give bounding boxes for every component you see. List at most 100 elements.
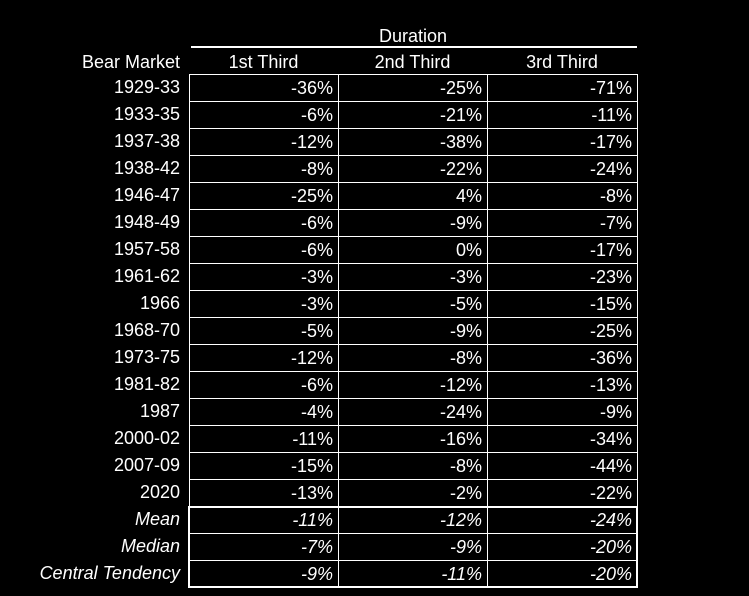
table-row: -6% -12% -13%: [189, 371, 638, 399]
row-label: 1948-49: [113, 212, 180, 232]
table-row: -25% 4% -8%: [189, 182, 638, 210]
row-label: Median: [120, 536, 180, 556]
value-cell: 4%: [338, 182, 488, 210]
value-cell: -11%: [189, 425, 339, 453]
value-cell: -36%: [487, 344, 638, 372]
value-cell: -3%: [189, 263, 339, 291]
value-cell: -6%: [189, 101, 339, 129]
table-row: -12% -8% -36%: [189, 344, 638, 372]
value-cell: -71%: [487, 74, 638, 102]
value-cell: -12%: [189, 344, 339, 372]
table-row: -15% -8% -44%: [189, 452, 638, 480]
table-row: -13% -2% -22%: [189, 479, 638, 507]
value-cell: -16%: [338, 425, 488, 453]
value-cell: -9%: [338, 209, 488, 237]
value-cell: -6%: [189, 209, 339, 237]
row-labels: 1929-33 1933-35 1937-38 1938-42 1946-47 1948-…: [0, 74, 180, 587]
value-cell: -12%: [338, 506, 488, 534]
value-cell: -9%: [487, 398, 638, 426]
row-label: Mean: [134, 509, 180, 529]
row-label: 2020: [139, 482, 180, 502]
col-header-3rd-third: 3rd Third: [526, 52, 598, 72]
row-label: Central Tendency: [39, 563, 180, 583]
col-header-1st-third: 1st Third: [228, 52, 299, 72]
value-cell: -5%: [189, 317, 339, 345]
value-cell: -17%: [487, 236, 638, 264]
row-label: 1968-70: [113, 320, 180, 340]
value-cell: -21%: [338, 101, 488, 129]
value-cell: -9%: [338, 533, 488, 561]
table-row: -4% -24% -9%: [189, 398, 638, 426]
value-cell: -8%: [189, 155, 339, 183]
summary-row: -9% -11% -20%: [189, 560, 638, 588]
value-cell: -12%: [338, 371, 488, 399]
table-row: -6% -9% -7%: [189, 209, 638, 237]
row-label: 2007-09: [113, 455, 180, 475]
value-cell: -9%: [338, 317, 488, 345]
row-label: 1933-35: [113, 104, 180, 124]
value-cell: -36%: [189, 74, 339, 102]
row-label: 1966: [139, 293, 180, 313]
value-cell: -24%: [487, 155, 638, 183]
value-cell: -6%: [189, 236, 339, 264]
value-cell: -34%: [487, 425, 638, 453]
col-header-2nd-third: 2nd Third: [374, 52, 451, 72]
value-cell: -25%: [487, 317, 638, 345]
value-cell: 0%: [338, 236, 488, 264]
duration-underline: [191, 46, 637, 48]
table-row: -6% 0% -17%: [189, 236, 638, 264]
bear-market-header: Bear Market: [81, 52, 180, 72]
row-label: 2000-02: [113, 428, 180, 448]
value-cell: -8%: [338, 452, 488, 480]
duration-header: Duration: [378, 26, 448, 46]
table-row: -6% -21% -11%: [189, 101, 638, 129]
table-row: -12% -38% -17%: [189, 128, 638, 156]
value-cell: -23%: [487, 263, 638, 291]
value-cell: -4%: [189, 398, 339, 426]
value-cell: -25%: [189, 182, 339, 210]
value-cell: -13%: [189, 479, 339, 507]
summary-row: -11% -12% -24%: [189, 506, 638, 534]
value-cell: -25%: [338, 74, 488, 102]
table-row: -11% -16% -34%: [189, 425, 638, 453]
summary-row: -7% -9% -20%: [189, 533, 638, 561]
value-cell: -17%: [487, 128, 638, 156]
value-cell: -20%: [487, 533, 638, 561]
row-label: 1981-82: [113, 374, 180, 394]
table-row: -8% -22% -24%: [189, 155, 638, 183]
row-label: 1937-38: [113, 131, 180, 151]
value-cell: -22%: [338, 155, 488, 183]
value-cell: -5%: [338, 290, 488, 318]
data-grid: -36% -25% -71% -6% -21% -11% -12% -38% -17% -8% -2…: [189, 74, 638, 588]
value-cell: -11%: [189, 506, 339, 534]
value-cell: -2%: [338, 479, 488, 507]
row-label: 1973-75: [113, 347, 180, 367]
value-cell: -20%: [487, 560, 638, 588]
value-cell: -38%: [338, 128, 488, 156]
table-row: -3% -5% -15%: [189, 290, 638, 318]
row-label: 1961-62: [113, 266, 180, 286]
value-cell: -11%: [338, 560, 488, 588]
value-cell: -3%: [189, 290, 339, 318]
table-row: -36% -25% -71%: [189, 74, 638, 102]
value-cell: -12%: [189, 128, 339, 156]
value-cell: -3%: [338, 263, 488, 291]
value-cell: -15%: [487, 290, 638, 318]
value-cell: -24%: [338, 398, 488, 426]
value-cell: -13%: [487, 371, 638, 399]
table-row: -5% -9% -25%: [189, 317, 638, 345]
value-cell: -44%: [487, 452, 638, 480]
value-cell: -7%: [487, 209, 638, 237]
table-row: -3% -3% -23%: [189, 263, 638, 291]
value-cell: -7%: [189, 533, 339, 561]
value-cell: -11%: [487, 101, 638, 129]
value-cell: -22%: [487, 479, 638, 507]
value-cell: -8%: [338, 344, 488, 372]
row-label: 1957-58: [113, 239, 180, 259]
value-cell: -24%: [487, 506, 638, 534]
value-cell: -6%: [189, 371, 339, 399]
value-cell: -15%: [189, 452, 339, 480]
row-label: 1987: [139, 401, 180, 421]
row-label: 1938-42: [113, 158, 180, 178]
value-cell: -9%: [189, 560, 339, 588]
